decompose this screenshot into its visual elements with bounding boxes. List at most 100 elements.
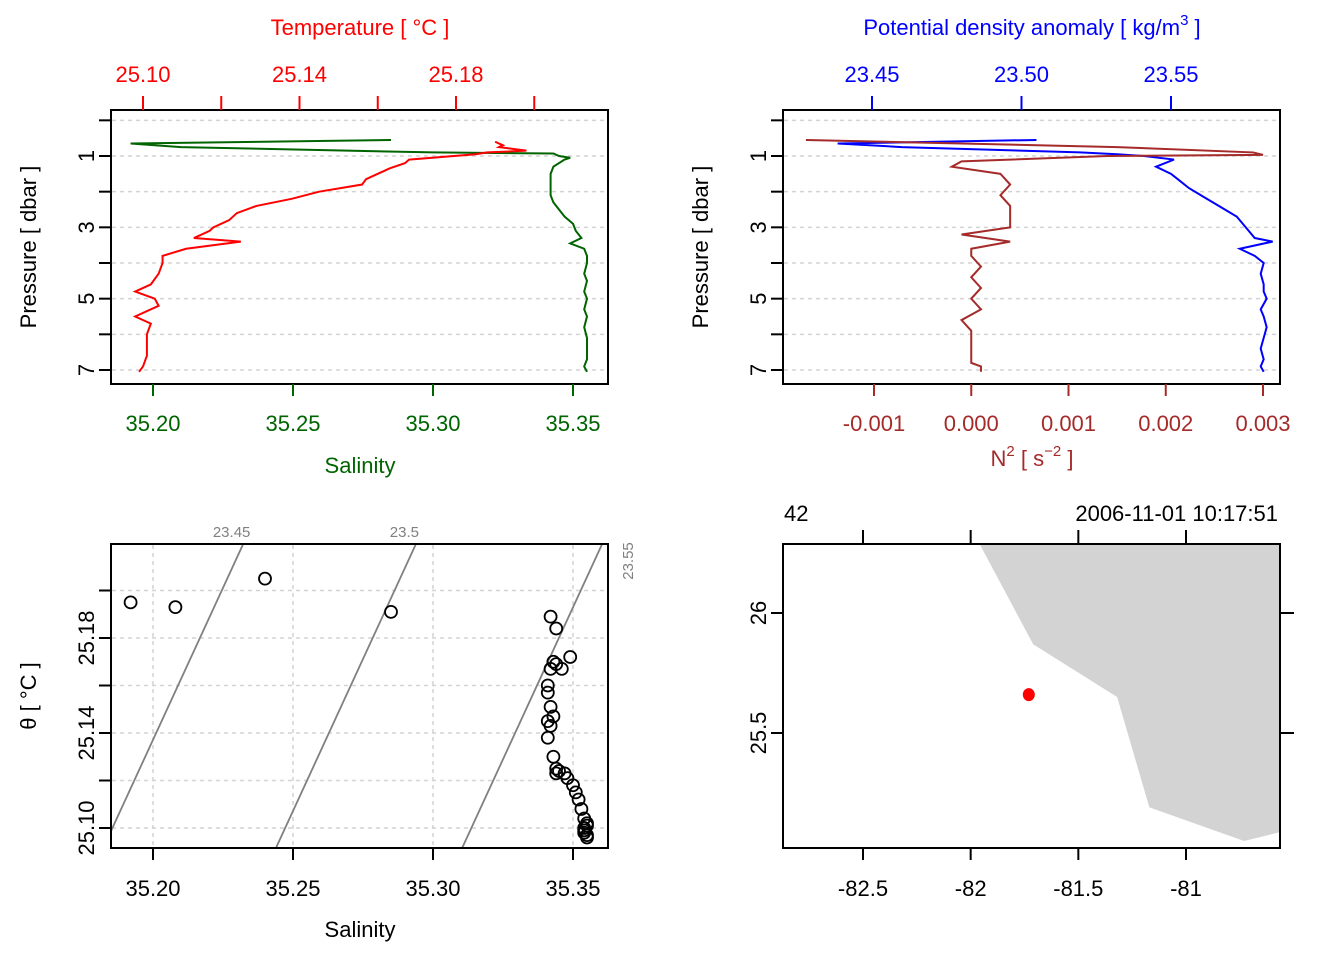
ts-point bbox=[546, 654, 561, 669]
ts-point bbox=[566, 778, 580, 793]
bottom-axis-title: Salinity bbox=[325, 453, 396, 478]
grid bbox=[112, 119, 607, 371]
ticks: 35.20 35.25 35.30 35.35 25.10 25.14 25.18 bbox=[74, 589, 601, 901]
top-axis-title-main: Potential density anomaly [ kg/m bbox=[863, 15, 1180, 40]
top-tick-label: 25.10 bbox=[115, 62, 170, 87]
ts-point bbox=[546, 749, 561, 764]
x-tick-label: -81.5 bbox=[1053, 876, 1103, 901]
x-tick-label: 0.001 bbox=[1041, 411, 1096, 436]
density-line bbox=[837, 138, 1273, 373]
points-layer bbox=[123, 571, 594, 845]
isopycnal-line bbox=[111, 544, 245, 834]
isopycnal-label: 23.5 bbox=[390, 524, 419, 541]
panel-station-map: -82.5 -82 -81.5 -81 26 25.5 42 2006-11-01 10:… bbox=[746, 501, 1294, 901]
y-tick-label: 25.18 bbox=[74, 610, 99, 665]
station-layer bbox=[1022, 688, 1035, 702]
isopycnal-labels: 23.45 23.5 23.55 bbox=[213, 524, 637, 580]
y-tick-label: 26 bbox=[746, 601, 771, 625]
x-tick-label: 35.30 bbox=[405, 411, 460, 436]
grid bbox=[784, 119, 1279, 371]
ts-point bbox=[574, 802, 589, 816]
ts-point bbox=[549, 766, 564, 781]
x-tick-label: 0.000 bbox=[944, 411, 999, 436]
panel-density-profile: 1 3 5 7 23.45 23.50 23.55 -0.001 0.000 0.001 0.002… bbox=[688, 12, 1291, 471]
station-marker bbox=[1022, 688, 1035, 702]
y-tick-label: 3 bbox=[74, 221, 99, 233]
ts-point bbox=[549, 621, 564, 636]
x-tick-label: 0.003 bbox=[1235, 411, 1290, 436]
plot-frame bbox=[110, 543, 609, 849]
isopycnal-line bbox=[461, 544, 604, 848]
bottom-axis-title: N2 [ s−2 ] bbox=[991, 443, 1074, 471]
ts-point bbox=[549, 657, 564, 672]
plot-frame bbox=[110, 109, 609, 385]
y-tick-label: 25.10 bbox=[74, 800, 99, 855]
isopycnal-label: 23.45 bbox=[213, 524, 251, 541]
x-tick-label: 35.35 bbox=[545, 876, 600, 901]
y-tick-label: 7 bbox=[74, 364, 99, 376]
y-tick-label: 25.14 bbox=[74, 705, 99, 760]
ts-point bbox=[568, 785, 583, 800]
ts-point bbox=[123, 595, 138, 610]
temperature-line bbox=[132, 140, 527, 373]
y-tick-label: 7 bbox=[746, 364, 771, 376]
isopycnal-label: 23.55 bbox=[620, 542, 637, 580]
x-tick-label: 0.002 bbox=[1138, 411, 1193, 436]
plot-frame bbox=[782, 109, 1281, 385]
x-tick-label: -81 bbox=[1170, 876, 1202, 901]
isopycnal-layer bbox=[111, 544, 604, 848]
ts-point bbox=[540, 678, 555, 693]
x-axis-title: Salinity bbox=[325, 917, 396, 942]
ts-point bbox=[563, 650, 578, 664]
panel-ts-diagram: 23.45 23.5 23.55 35.20 35.25 35.30 35.35 25.10… bbox=[16, 524, 637, 942]
top-axis-title-end: ] bbox=[1188, 15, 1200, 40]
superscript: 2 bbox=[1006, 443, 1014, 460]
ticks: -82.5 -82 -81.5 -81 26 25.5 bbox=[746, 530, 1294, 901]
top-tick-label: 25.18 bbox=[428, 62, 483, 87]
x-tick-label: 35.35 bbox=[545, 411, 600, 436]
left-axis-title: Pressure [ dbar ] bbox=[688, 166, 713, 329]
x-tick-label: 35.20 bbox=[125, 411, 180, 436]
ts-point bbox=[543, 699, 558, 714]
series-layer bbox=[805, 138, 1273, 373]
land-polygon bbox=[979, 544, 1280, 841]
bottom-axis-title-unit: [ s bbox=[1015, 446, 1044, 471]
top-axis-title: Potential density anomaly [ kg/m3 ] bbox=[863, 12, 1200, 40]
ts-point bbox=[571, 792, 586, 807]
y-tick-label: 3 bbox=[746, 221, 771, 233]
y-tick-label: 1 bbox=[746, 150, 771, 162]
x-tick-label: -82.5 bbox=[838, 876, 888, 901]
bottom-axis-title-end: ] bbox=[1061, 446, 1073, 471]
top-tick-label: 23.55 bbox=[1143, 62, 1198, 87]
ticks: 1 3 5 7 35.20 35.25 35.30 35.35 25.10 25.14 25.18 bbox=[74, 62, 601, 436]
left-axis-title: Pressure [ dbar ] bbox=[16, 166, 41, 329]
x-tick-label: 35.30 bbox=[405, 876, 460, 901]
y-tick-label: 1 bbox=[74, 150, 99, 162]
y-axis-title: θ [ °C ] bbox=[16, 662, 41, 729]
ts-point bbox=[168, 600, 183, 615]
n2-line bbox=[805, 138, 1264, 372]
ts-point bbox=[577, 825, 592, 840]
series-layer bbox=[130, 138, 589, 373]
x-tick-label: -82 bbox=[955, 876, 987, 901]
plot-frame bbox=[782, 543, 1281, 849]
top-tick-label: 23.50 bbox=[994, 62, 1049, 87]
top-axis-title: Temperature [ °C ] bbox=[271, 15, 450, 40]
x-tick-label: 35.25 bbox=[265, 876, 320, 901]
bottom-axis-title-n: N bbox=[991, 446, 1007, 471]
ts-point bbox=[540, 730, 555, 745]
top-tick-label: 23.45 bbox=[844, 62, 899, 87]
ts-point bbox=[258, 571, 272, 586]
x-tick-label: -0.001 bbox=[843, 411, 905, 436]
ts-point bbox=[543, 609, 558, 624]
x-tick-label: 35.25 bbox=[265, 411, 320, 436]
ticks: 1 3 5 7 23.45 23.50 23.55 -0.001 0.000 0.001 0.002… bbox=[746, 62, 1291, 436]
top-tick-label: 25.14 bbox=[272, 62, 327, 87]
station-time-label: 2006-11-01 10:17:51 bbox=[1075, 501, 1278, 526]
y-tick-label: 5 bbox=[74, 293, 99, 305]
station-id-label: 42 bbox=[784, 501, 808, 526]
salinity-line bbox=[130, 138, 589, 373]
superscript: −2 bbox=[1044, 443, 1061, 460]
